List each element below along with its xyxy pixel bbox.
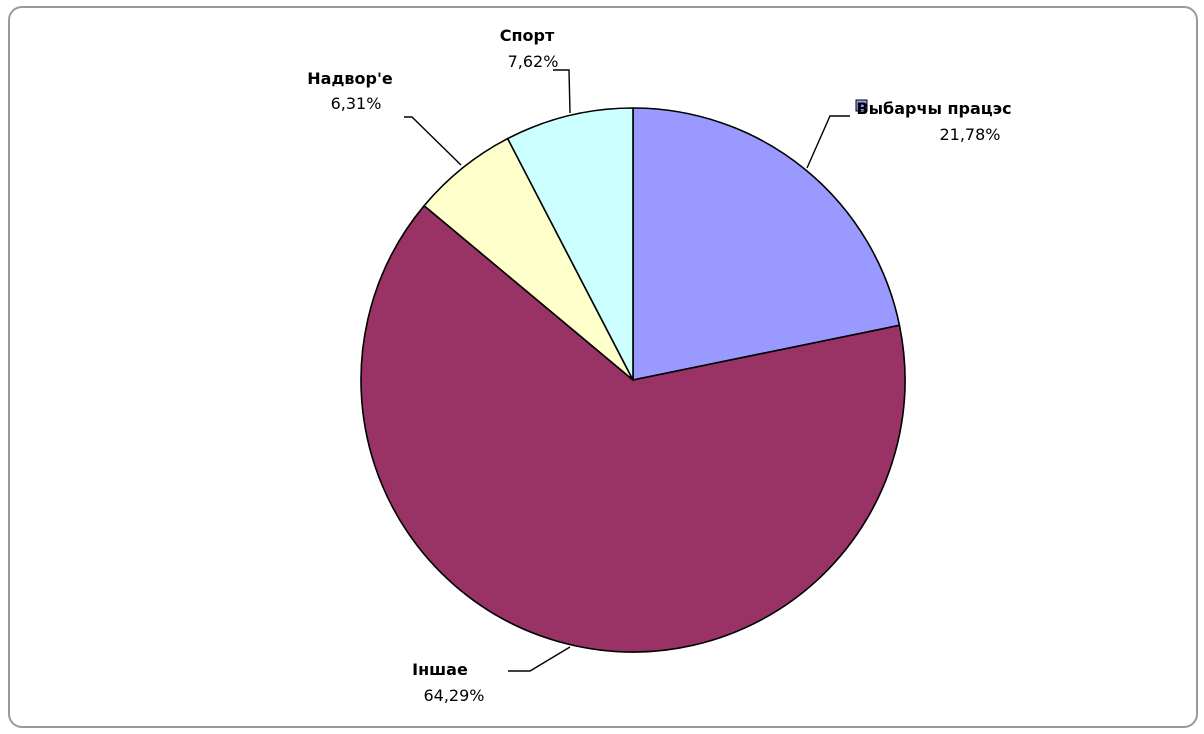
leader-line-3 (404, 116, 462, 166)
pie-slice-2 (360, 204, 906, 653)
slice-value-label-3: 6,31% (331, 94, 382, 113)
leader-lines-layer (404, 69, 850, 672)
labels-layer: Выбарчы працэс 21,78% Іншае 64,29% Надвор'е 6… (307, 26, 1011, 705)
slice-name-label-3: Надвор'е (307, 69, 393, 88)
slice-value-label-2: 64,29% (423, 686, 484, 705)
leader-line-4 (553, 69, 571, 114)
slice-name-label-4: Спорт (500, 26, 555, 45)
leader-line-1 (806, 115, 850, 169)
pie-slice-1 (632, 107, 901, 381)
legend-key-1 (855, 99, 868, 112)
leader-line-2 (508, 646, 571, 672)
slice-name-label-2: Іншае (412, 660, 468, 679)
slice-name-label-1: Выбарчы працэс (856, 99, 1011, 118)
slices-layer (360, 107, 906, 653)
slice-value-label-1: 21,78% (939, 125, 1000, 144)
slice-value-label-4: 7,62% (508, 52, 559, 71)
pie-slice-4 (506, 107, 634, 381)
